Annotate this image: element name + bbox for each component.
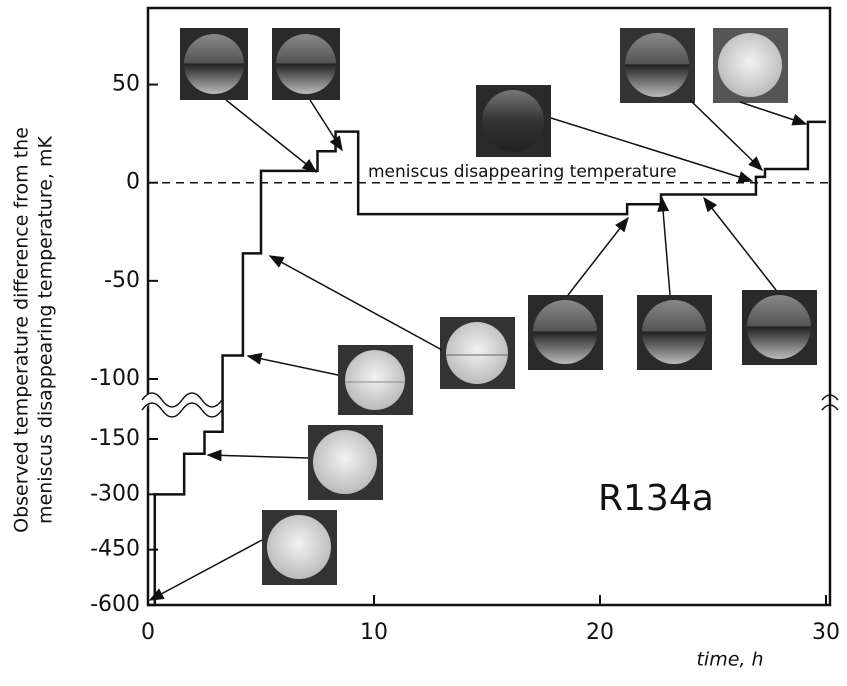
photo xyxy=(476,85,551,157)
photo xyxy=(742,290,817,365)
y-tick-label: 0 xyxy=(126,170,140,195)
x-axis-label: time, h xyxy=(696,649,763,671)
annotation: meniscus disappearing temperature xyxy=(368,162,677,182)
photo xyxy=(713,28,788,103)
x-tick-label: 30 xyxy=(812,620,840,645)
x-tick-label: 20 xyxy=(586,620,614,645)
axis-break xyxy=(142,393,838,417)
photographs xyxy=(180,28,817,585)
y-axis-label: meniscus disappearing temperature, mK xyxy=(35,136,57,524)
photo xyxy=(262,510,337,585)
photo xyxy=(308,425,383,500)
y-axis-label: Observed temperature difference from the xyxy=(11,127,33,533)
photo xyxy=(180,28,248,100)
y-tick-label: -50 xyxy=(104,268,140,293)
sample-label: R134a xyxy=(598,478,714,519)
x-tick-label: 10 xyxy=(360,620,388,645)
y-tick-label: -150 xyxy=(90,426,140,451)
photo xyxy=(338,345,413,415)
photo xyxy=(637,295,712,370)
photo xyxy=(620,28,695,103)
photo xyxy=(528,295,603,370)
chart: meniscus disappearing temperature R134a … xyxy=(0,0,847,686)
y-tick-label: -100 xyxy=(90,366,140,391)
y-tick-label: 50 xyxy=(112,72,140,97)
y-tick-label: -600 xyxy=(90,592,140,617)
y-tick-label: -300 xyxy=(90,481,140,506)
y-tick-label: -450 xyxy=(90,537,140,562)
photo xyxy=(272,28,340,100)
x-tick-label: 0 xyxy=(141,620,155,645)
photo xyxy=(440,317,515,389)
